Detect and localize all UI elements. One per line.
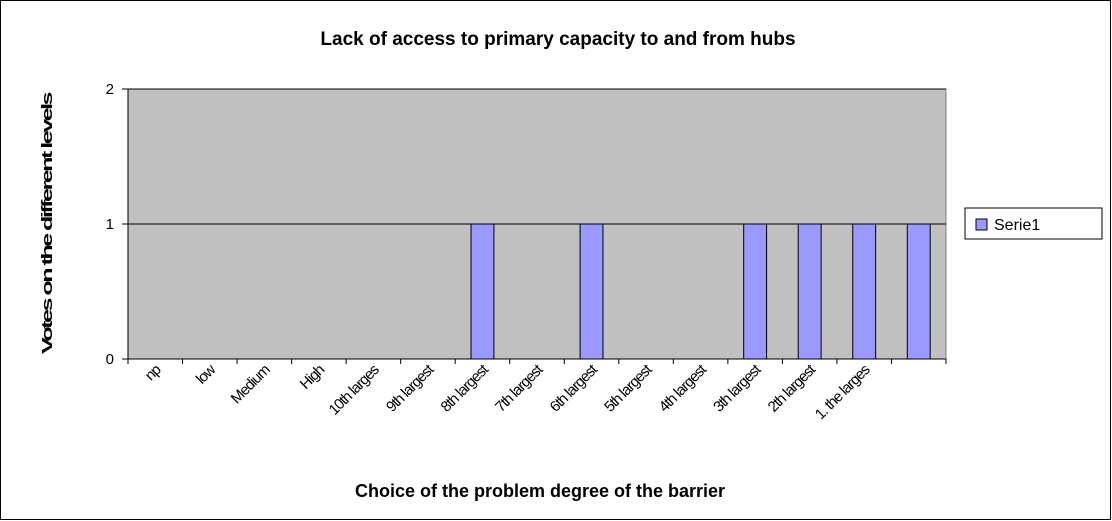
legend: Serie1 <box>964 207 1103 240</box>
bar-13 <box>852 223 877 360</box>
x-tick-label-8: 6th largest <box>547 361 602 416</box>
legend-swatch <box>975 218 988 231</box>
x-tick-label-0: np <box>142 361 165 384</box>
bar-12 <box>797 223 822 360</box>
bars <box>470 223 931 360</box>
bar-14 <box>906 223 931 360</box>
y-tick-label-1: 1 <box>106 216 114 233</box>
x-tick-label-11: 3th largest <box>710 361 765 416</box>
x-tick-label-3: High <box>297 361 328 392</box>
x-tick-label-9: 5th largest <box>601 361 656 416</box>
legend-box <box>964 207 1103 240</box>
x-tick-label-13: 1. the larges <box>812 361 874 423</box>
x-tick-label-10: 4th largest <box>656 361 711 416</box>
bar-11 <box>743 223 768 360</box>
x-tick-label-4: 10th larges <box>326 361 383 418</box>
x-tick-label-2: Medium <box>228 361 274 407</box>
y-ticks: 0 1 2 <box>106 81 128 368</box>
y-tick-label-2: 2 <box>106 81 114 98</box>
x-tick-label-5: 9th largest <box>383 361 438 416</box>
x-tick-label-1: low <box>193 361 220 388</box>
x-tick-label-7: 7th largest <box>492 361 547 416</box>
x-tick-label-6: 8th largest <box>438 361 493 416</box>
legend-entry-serie1: Serie1 <box>994 217 1040 234</box>
y-axis-label: Votes on the different levels <box>39 92 56 354</box>
chart-title: Lack of access to primary capacity to an… <box>320 29 795 50</box>
y-tick-label-0: 0 <box>106 351 114 368</box>
bar-8 <box>579 223 604 360</box>
x-axis-label: Choice of the problem degree of the barr… <box>355 481 725 501</box>
bar-6 <box>470 223 495 360</box>
x-tick-label-12: 2th largest <box>765 361 820 416</box>
